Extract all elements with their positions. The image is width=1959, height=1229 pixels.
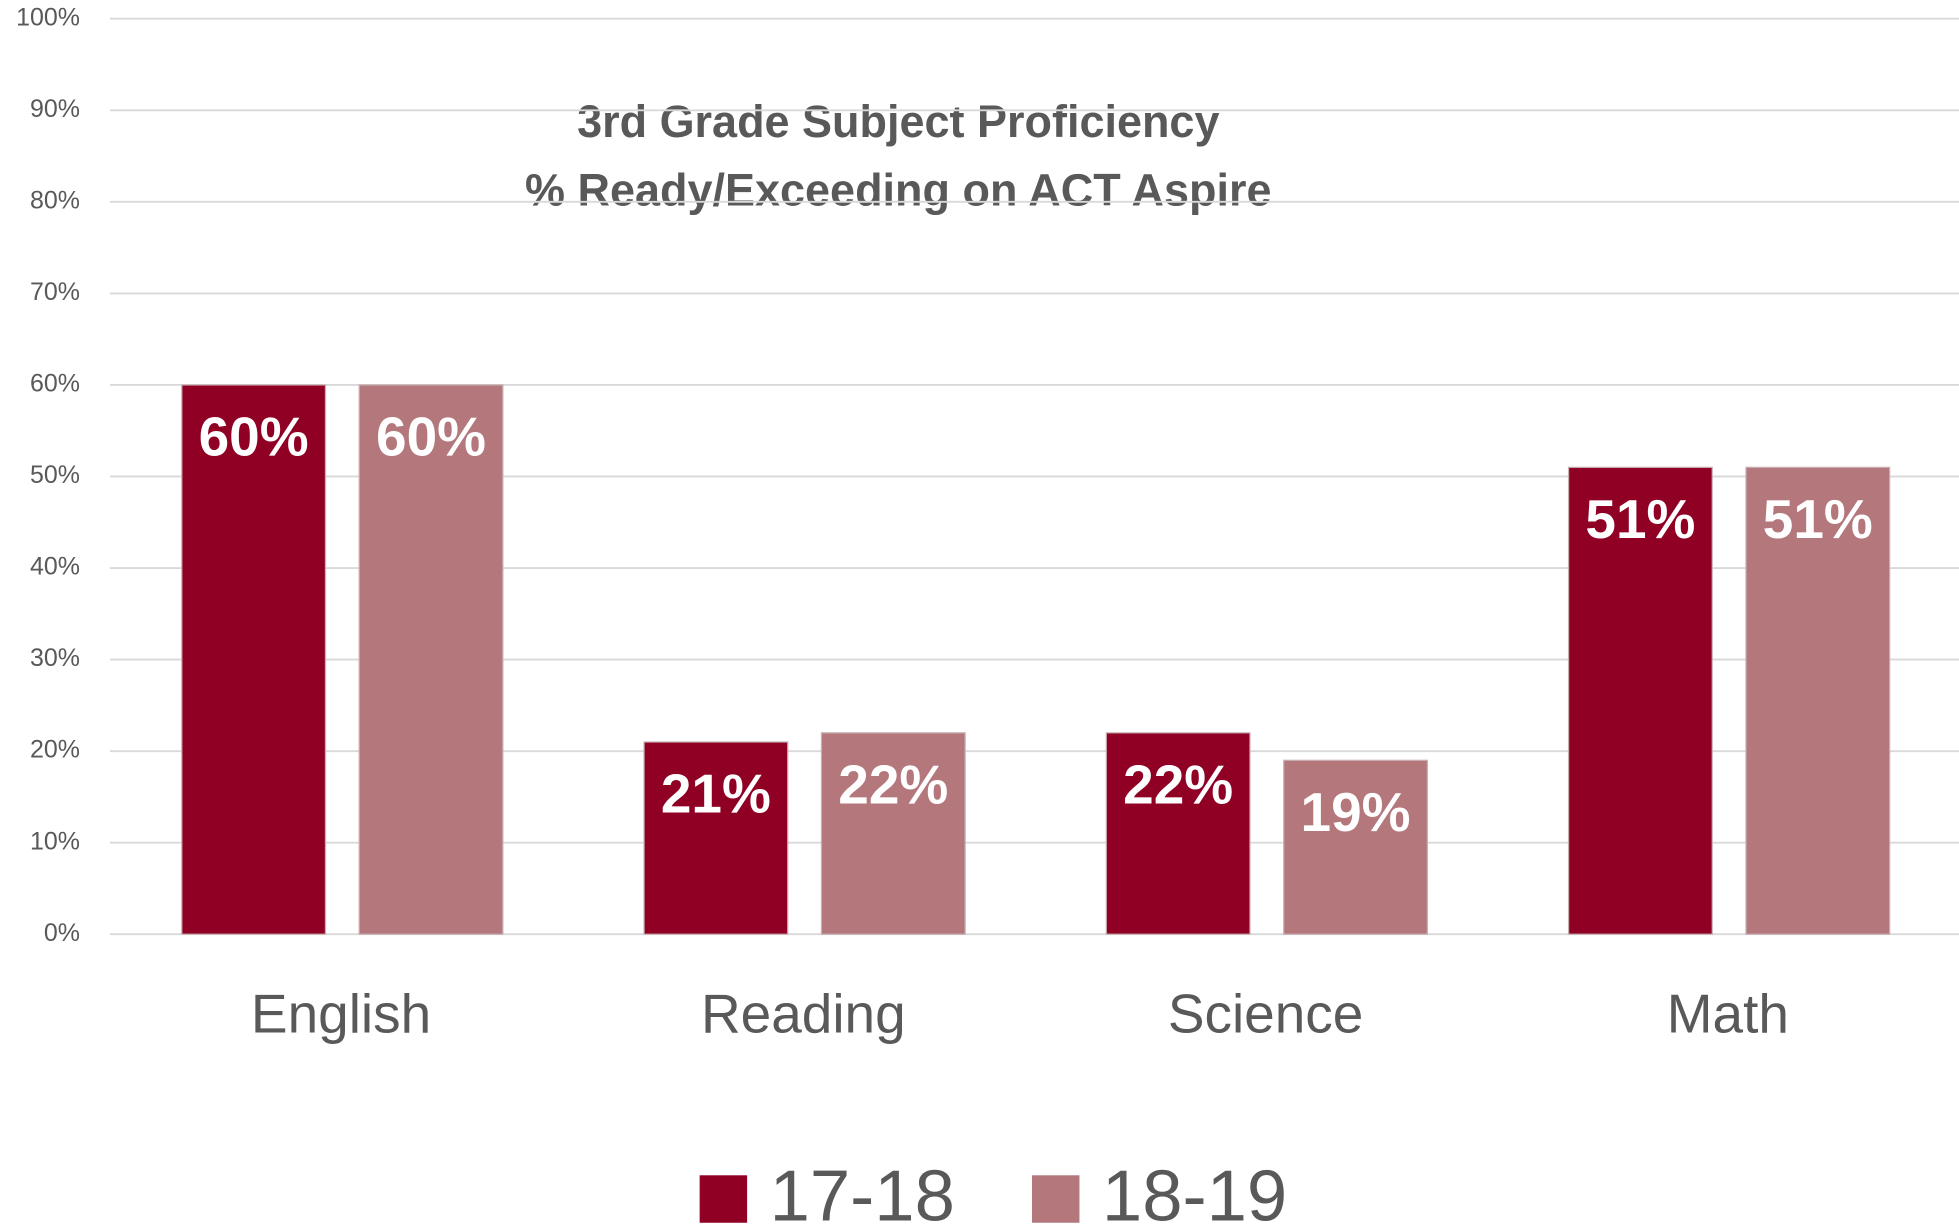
value-label: 22% (838, 754, 948, 816)
value-label: 51% (1585, 488, 1695, 550)
x-tick-label: English (251, 982, 431, 1044)
bar (1105, 732, 1251, 935)
y-tick-label: 30% (30, 644, 80, 672)
y-tick-label: 0% (44, 919, 80, 947)
x-tick-label: Math (1667, 982, 1789, 1044)
legend-swatch (699, 1175, 748, 1223)
y-tick-label: 70% (30, 278, 80, 306)
y-tick-label: 50% (30, 461, 80, 489)
value-label: 51% (1763, 488, 1873, 550)
y-tick-label: 40% (30, 553, 80, 581)
value-label: 60% (199, 406, 309, 468)
bar (820, 732, 966, 935)
value-label: 21% (661, 763, 771, 825)
bar (181, 384, 327, 935)
legend-swatch (1031, 1175, 1080, 1223)
legend-label: 17-18 (770, 1156, 955, 1229)
value-label: 22% (1123, 754, 1233, 816)
y-tick-label: 10% (30, 827, 80, 855)
chart-subtitle: % Ready/Exceeding on ACT Aspire (525, 164, 1271, 215)
chart-title: 3rd Grade Subject Proficiency (577, 96, 1219, 147)
y-tick-label: 20% (30, 736, 80, 764)
y-tick-label: 80% (30, 186, 80, 214)
bar (643, 741, 789, 935)
bar (358, 384, 504, 935)
bar (1745, 466, 1891, 935)
x-tick-label: Science (1168, 982, 1364, 1044)
y-tick-label: 100% (16, 3, 80, 31)
bar (1567, 466, 1713, 935)
x-tick-label: Reading (701, 982, 906, 1044)
value-label: 19% (1301, 781, 1411, 843)
legend-label: 18-19 (1102, 1156, 1287, 1229)
value-label: 60% (376, 406, 486, 468)
y-tick-label: 60% (30, 370, 80, 398)
bar (1283, 759, 1429, 935)
y-tick-label: 90% (30, 95, 80, 123)
